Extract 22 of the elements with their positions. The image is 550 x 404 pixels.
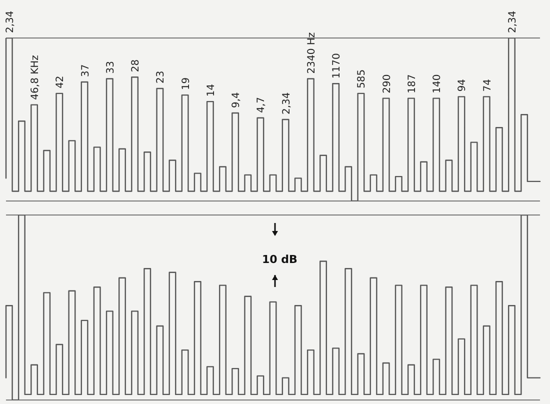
x-tick-label: 9,4 [231,92,242,108]
x-tick-label: 46,8 KHz [30,55,42,100]
x-tick-label: 290 [382,74,393,94]
x-tick-label: 23 [156,70,167,84]
x-tick-label: 2,34 [4,10,16,33]
x-tick-label: 4,7 [256,96,268,113]
x-tick-label: 187 [406,74,418,94]
x-tick-label: 19 [180,77,192,90]
x-tick-label: 140 [432,74,444,94]
annotation: 10 dB [262,253,298,266]
x-tick-label: 94 [457,78,468,92]
x-tick-label: 1170 [332,53,343,79]
x-tick-label: 585 [356,69,368,88]
x-tick-label: 2340 Hz [306,32,318,74]
x-tick-label: 14 [206,84,217,97]
x-tick-label: 74 [482,78,494,92]
x-tick-label: 2,34 [508,10,518,33]
x-tick-label: 33 [105,61,116,74]
x-tick-label: 42 [55,76,66,88]
x-tick-label: 2,34 [281,92,292,114]
x-tick-label: 37 [80,64,92,78]
x-tick-label: 28 [130,59,142,72]
